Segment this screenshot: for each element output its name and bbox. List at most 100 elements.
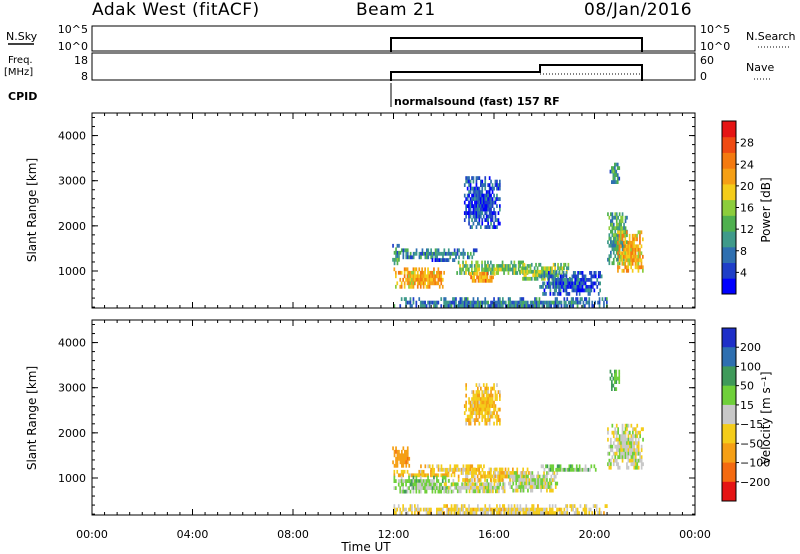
range-gate-cell <box>438 274 441 279</box>
range-gate-cell <box>476 474 479 479</box>
range-gate-cell <box>472 197 475 201</box>
range-gate-cell <box>493 221 495 226</box>
range-gate-cell <box>478 193 481 198</box>
range-gate-cell <box>469 179 472 184</box>
range-gate-cell <box>640 251 643 256</box>
range-gate-cell <box>515 488 518 493</box>
range-gate-cell <box>550 507 552 512</box>
range-gate-cell <box>546 485 548 489</box>
range-gate-cell <box>620 437 622 442</box>
range-gate-cell <box>436 475 438 480</box>
range-gate-cell <box>617 236 619 241</box>
range-gate-cell <box>494 404 497 408</box>
range-gate-cell <box>581 285 584 289</box>
range-gate-cell <box>447 467 450 472</box>
range-gate-cell <box>630 462 633 467</box>
range-gate-cell <box>474 278 477 283</box>
range-gate-cell <box>535 304 538 308</box>
range-gate-cell <box>620 244 622 249</box>
range-gate-cell <box>459 271 461 275</box>
range-gate-cell <box>628 251 631 256</box>
range-gate-cell <box>606 297 608 301</box>
range-gate-cell <box>633 451 636 456</box>
range-gate-cell <box>618 240 621 245</box>
range-gate-cell <box>460 507 463 512</box>
range-gate-cell <box>460 300 463 305</box>
range-gate-cell <box>532 504 535 508</box>
range-gate-cell <box>585 300 588 305</box>
range-gate-cell <box>424 270 426 275</box>
range-gate-cell <box>482 414 485 419</box>
range-gate-cell <box>535 485 538 489</box>
range-gate-cell <box>468 421 470 426</box>
range-gate-cell <box>512 304 514 308</box>
range-gate-cell <box>446 504 448 508</box>
range-gate-cell <box>502 304 504 308</box>
range-gate-cell <box>436 482 438 487</box>
range-gate-cell <box>401 463 403 468</box>
range-gate-cell <box>556 297 558 301</box>
range-gate-cell <box>484 304 487 308</box>
range-gate-cell <box>590 285 593 289</box>
range-gate-cell <box>614 444 617 449</box>
range-gate-cell <box>574 271 577 275</box>
range-gate-cell <box>489 485 491 490</box>
range-gate-cell <box>488 407 491 412</box>
range-gate-cell <box>488 504 491 508</box>
range-gate-cell <box>557 300 560 305</box>
range-gate-cell <box>396 456 399 461</box>
cpid-panel: CPID normalsound (fast) 157 RF <box>8 83 560 108</box>
range-gate-cell <box>627 423 630 428</box>
range-gate-cell <box>609 169 612 174</box>
range-gate-cell <box>590 278 593 282</box>
range-gate-cell <box>553 292 556 296</box>
range-gate-cell <box>488 411 491 415</box>
range-gate-cell <box>466 176 469 180</box>
range-gate-cell <box>598 300 601 305</box>
range-gate-cell <box>525 269 527 274</box>
range-gate-cell <box>549 481 551 486</box>
range-gate-cell <box>478 267 480 272</box>
range-gate-cell <box>421 267 423 272</box>
range-gate-cell <box>477 207 479 212</box>
range-gate-cell <box>497 304 500 308</box>
range-gate-cell <box>573 504 576 508</box>
range-gate-cell <box>419 469 422 474</box>
range-gate-cell <box>630 254 632 259</box>
range-gate-cell <box>482 300 485 305</box>
range-gate-cell <box>469 304 472 308</box>
range-gate-cell <box>488 397 491 401</box>
range-gate-cell <box>629 448 631 453</box>
range-gate-cell <box>434 304 437 308</box>
range-gate-cell <box>396 507 399 512</box>
range-gate-cell <box>565 467 568 472</box>
range-gate-cell <box>541 304 544 308</box>
range-gate-cell <box>457 260 460 265</box>
range-gate-cell <box>614 226 617 231</box>
range-gate-cell <box>538 269 540 274</box>
range-gate-cell <box>617 215 619 220</box>
range-gate-cell <box>480 404 482 408</box>
range-gate-cell <box>471 275 474 280</box>
range-gate-cell <box>411 486 413 490</box>
range-gate-cell <box>460 471 463 475</box>
range-gate-cell <box>462 255 465 260</box>
range-gate-cell <box>462 478 464 482</box>
range-gate-cell <box>469 418 472 422</box>
range-gate-cell <box>611 380 613 384</box>
range-gate-cell <box>617 230 619 235</box>
range-gate-cell <box>393 479 396 483</box>
range-gate-cell <box>471 407 473 412</box>
range-gate-cell <box>422 507 425 512</box>
colorbar-tick-label: 4 <box>740 266 747 279</box>
range-gate-cell <box>440 464 443 469</box>
range-gate-cell <box>632 434 634 439</box>
range-gate-cell <box>538 511 541 515</box>
range-gate-cell <box>438 511 441 515</box>
range-gate-cell <box>560 507 563 512</box>
range-gate-cell <box>614 376 616 381</box>
range-gate-cell <box>422 274 425 279</box>
range-gate-cell <box>478 264 480 268</box>
range-gate-cell <box>522 300 525 305</box>
range-gate-cell <box>462 251 465 256</box>
